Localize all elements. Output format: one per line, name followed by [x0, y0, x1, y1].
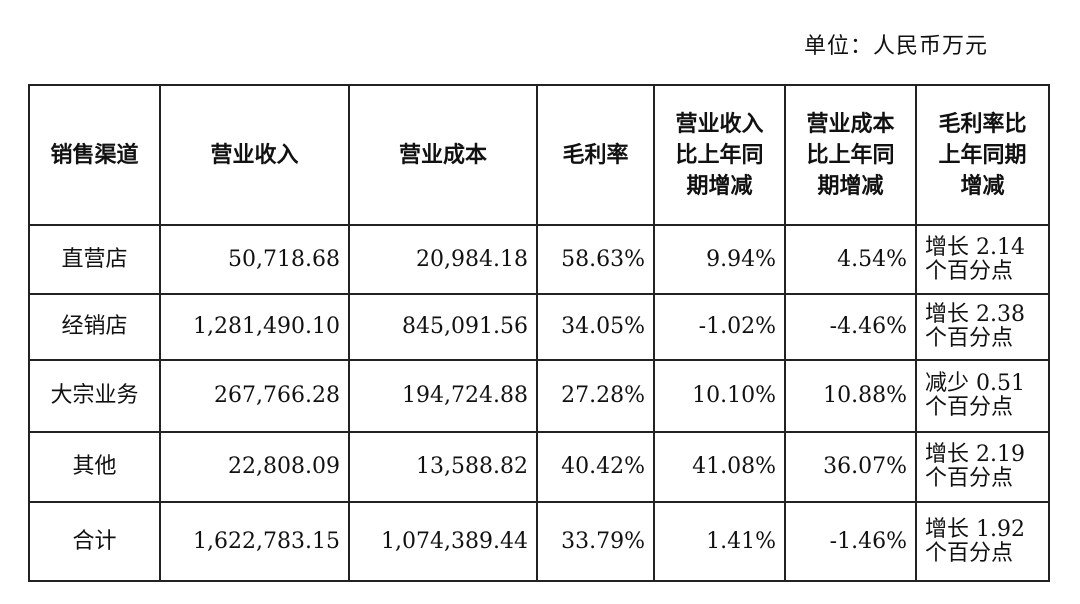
margin-change-line: 个百分点 — [925, 466, 1014, 491]
cell-margin-yoy: 增长 2.38 个百分点 — [915, 293, 1050, 361]
cell-revenue-yoy: 9.94% — [653, 224, 786, 295]
table-row: 直营店 50,718.68 20,984.18 58.63% 9.94% 4.5… — [28, 224, 1050, 295]
header-row: 销售渠道 营业收入 营业成本 毛利率 营业收入 比上年同 期增减 营业成本 比上… — [28, 84, 1050, 226]
header-line: 上年同期 — [938, 141, 1027, 168]
header-line: 期增减 — [817, 172, 884, 199]
header-channel: 销售渠道 — [28, 84, 161, 226]
table-row: 合计 1,622,783.15 1,074,389.44 33.79% 1.41… — [28, 501, 1050, 582]
cell-cost: 1,074,389.44 — [348, 501, 538, 582]
header-margin-yoy: 毛利率比 上年同期 增减 — [915, 84, 1050, 226]
cell-revenue-yoy: -1.02% — [653, 293, 786, 361]
margin-change-line: 增长 2.14 — [925, 234, 1025, 260]
cell-revenue-yoy: 1.41% — [653, 501, 786, 582]
margin-change-line: 个百分点 — [925, 258, 1014, 284]
margin-change-line: 个百分点 — [925, 326, 1014, 351]
header-line: 营业成本 — [806, 110, 895, 137]
margin-change-line: 增长 2.38 — [925, 302, 1025, 327]
header-line: 比上年同 — [675, 141, 764, 168]
cell-revenue: 22,808.09 — [159, 431, 350, 503]
margin-change-line: 增长 1.92 — [925, 516, 1025, 542]
header-line: 毛利率比 — [938, 110, 1027, 137]
header-line: 增减 — [960, 172, 1005, 199]
sales-channel-table: 销售渠道 营业收入 营业成本 毛利率 营业收入 比上年同 期增减 营业成本 比上… — [28, 84, 1050, 582]
cell-revenue: 50,718.68 — [159, 224, 350, 295]
cell-channel: 直营店 — [28, 224, 161, 295]
table-row: 经销店 1,281,490.10 845,091.56 34.05% -1.02… — [28, 293, 1050, 361]
cell-cost-yoy: -4.46% — [784, 293, 917, 361]
header-margin: 毛利率 — [536, 84, 655, 226]
header-cost-yoy: 营业成本 比上年同 期增减 — [784, 84, 917, 226]
cell-revenue: 267,766.28 — [159, 359, 350, 433]
cell-cost: 194,724.88 — [348, 359, 538, 433]
cell-margin: 27.28% — [536, 359, 655, 433]
cell-margin-yoy: 增长 2.14 个百分点 — [915, 224, 1050, 295]
table-row: 其他 22,808.09 13,588.82 40.42% 41.08% 36.… — [28, 431, 1050, 503]
cell-revenue: 1,622,783.15 — [159, 501, 350, 582]
cell-margin-yoy: 减少 0.51 个百分点 — [915, 359, 1050, 433]
cell-revenue-yoy: 41.08% — [653, 431, 786, 503]
header-revenue: 营业收入 — [159, 84, 350, 226]
cell-cost: 845,091.56 — [348, 293, 538, 361]
header-line: 期增减 — [686, 172, 753, 199]
cell-channel: 合计 — [28, 501, 161, 582]
cell-channel: 经销店 — [28, 293, 161, 361]
cell-cost: 13,588.82 — [348, 431, 538, 503]
table-row: 大宗业务 267,766.28 194,724.88 27.28% 10.10%… — [28, 359, 1050, 433]
cell-margin: 33.79% — [536, 501, 655, 582]
cell-cost-yoy: 10.88% — [784, 359, 917, 433]
margin-change-line: 个百分点 — [925, 395, 1014, 420]
unit-label: 单位：人民币万元 — [803, 34, 988, 59]
cell-margin-yoy: 增长 2.19 个百分点 — [915, 431, 1050, 503]
cell-cost-yoy: 4.54% — [784, 224, 917, 295]
header-cost: 营业成本 — [348, 84, 538, 226]
margin-change-line: 个百分点 — [925, 540, 1014, 566]
cell-cost-yoy: 36.07% — [784, 431, 917, 503]
cell-revenue-yoy: 10.10% — [653, 359, 786, 433]
header-line: 营业收入 — [675, 110, 764, 137]
cell-margin-yoy: 增长 1.92 个百分点 — [915, 501, 1050, 582]
cell-cost-yoy: -1.46% — [784, 501, 917, 582]
margin-change-line: 减少 0.51 — [925, 371, 1025, 396]
header-revenue-yoy: 营业收入 比上年同 期增减 — [653, 84, 786, 226]
cell-margin: 34.05% — [536, 293, 655, 361]
cell-margin: 40.42% — [536, 431, 655, 503]
cell-channel: 大宗业务 — [28, 359, 161, 433]
cell-channel: 其他 — [28, 431, 161, 503]
header-line: 比上年同 — [806, 141, 895, 168]
cell-margin: 58.63% — [536, 224, 655, 295]
cell-revenue: 1,281,490.10 — [159, 293, 350, 361]
cell-cost: 20,984.18 — [348, 224, 538, 295]
margin-change-line: 增长 2.19 — [925, 442, 1025, 467]
